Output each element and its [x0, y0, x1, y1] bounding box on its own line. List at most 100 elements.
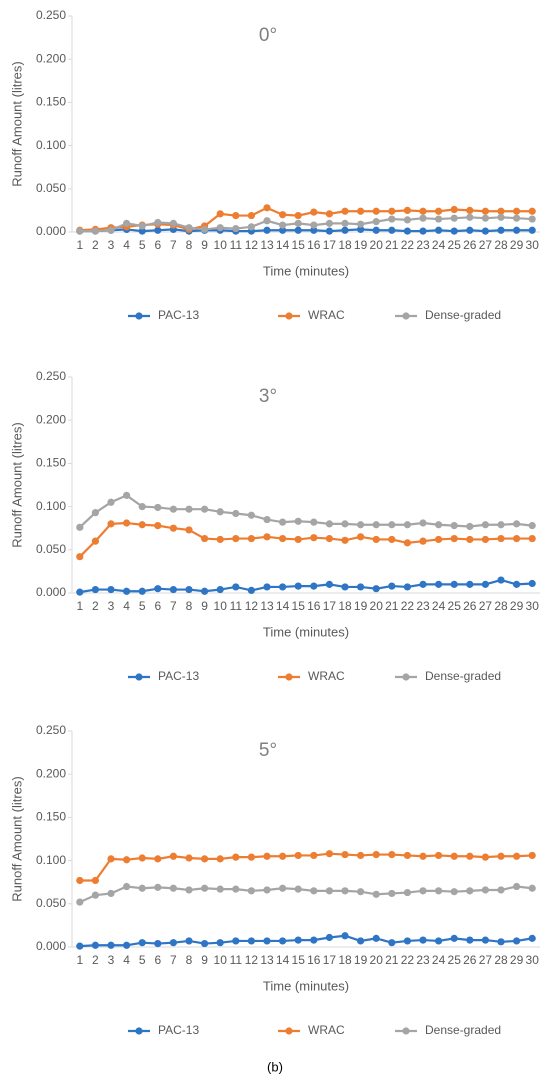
- data-point: [294, 211, 302, 220]
- x-axis-title: Time (minutes): [263, 263, 349, 278]
- data-point: [138, 939, 146, 947]
- x-tick-label: 22: [401, 599, 415, 613]
- x-tick-label: 13: [260, 953, 274, 967]
- legend-marker: [402, 1027, 410, 1035]
- data-point: [513, 580, 521, 588]
- x-tick-label: 26: [463, 238, 477, 252]
- data-point: [357, 851, 365, 860]
- data-point: [403, 216, 411, 224]
- data-point: [341, 207, 349, 215]
- data-point: [279, 583, 287, 591]
- data-point: [357, 583, 365, 591]
- x-tick-label: 30: [526, 953, 540, 967]
- data-point: [466, 936, 474, 944]
- data-point: [91, 941, 99, 949]
- data-point: [481, 207, 489, 215]
- data-point: [91, 891, 99, 899]
- data-point: [216, 508, 224, 516]
- y-tick-label: 0.000: [36, 224, 66, 238]
- data-point: [466, 852, 474, 860]
- data-point: [247, 534, 255, 543]
- data-point: [279, 211, 287, 219]
- data-point: [216, 855, 224, 863]
- legend-marker: [402, 673, 410, 681]
- series-line: [79, 228, 533, 233]
- data-point: [138, 222, 146, 230]
- data-point: [341, 536, 349, 544]
- data-point: [107, 520, 115, 528]
- x-tick-label: 10: [214, 238, 228, 252]
- data-point: [169, 884, 177, 892]
- data-point: [403, 227, 411, 235]
- data-point: [169, 939, 177, 947]
- x-tick-label: 15: [292, 599, 306, 613]
- data-point: [185, 886, 193, 894]
- x-tick-label: 24: [432, 599, 446, 613]
- x-tick-label: 15: [292, 238, 306, 252]
- data-point: [497, 886, 505, 894]
- data-point: [279, 226, 287, 234]
- data-point: [528, 934, 536, 942]
- data-point: [263, 533, 271, 541]
- x-tick-label: 11: [230, 238, 243, 252]
- legend-label: PAC-13: [158, 308, 199, 322]
- data-point: [419, 887, 427, 895]
- data-point: [123, 519, 131, 527]
- data-point: [372, 850, 380, 859]
- data-point: [294, 226, 302, 234]
- x-tick-label: 29: [510, 953, 524, 967]
- x-tick-label: 11: [230, 599, 243, 613]
- data-point: [435, 937, 443, 945]
- data-point: [76, 588, 84, 596]
- x-tick-label: 6: [154, 953, 161, 967]
- data-point: [123, 856, 131, 864]
- x-tick-label: 19: [354, 238, 368, 252]
- data-point: [513, 520, 521, 528]
- data-point: [403, 851, 411, 860]
- y-tick-label: 0.250: [36, 369, 66, 383]
- x-tick-label: 8: [186, 953, 193, 967]
- data-point: [232, 583, 240, 591]
- data-point: [310, 226, 318, 234]
- data-point: [294, 936, 302, 944]
- chart-title: 0°: [259, 25, 277, 46]
- data-point: [388, 939, 396, 947]
- data-point: [357, 521, 365, 529]
- data-point: [357, 937, 365, 945]
- data-point: [497, 207, 505, 215]
- data-point: [154, 218, 162, 227]
- data-point: [528, 579, 536, 588]
- y-axis-title: Runoff Amount (litres): [9, 422, 24, 547]
- x-tick-label: 23: [416, 238, 430, 252]
- data-point: [247, 887, 255, 895]
- data-point: [497, 521, 505, 529]
- data-point: [528, 522, 536, 530]
- data-point: [263, 204, 271, 212]
- data-point: [107, 855, 115, 863]
- data-point: [450, 205, 458, 214]
- x-tick-label: 8: [186, 599, 193, 613]
- data-point: [169, 852, 177, 860]
- data-point: [528, 534, 536, 543]
- y-tick-label: 0.100: [36, 138, 66, 152]
- data-point: [138, 503, 146, 511]
- data-point: [247, 511, 255, 519]
- data-point: [419, 936, 427, 944]
- data-point: [466, 206, 474, 214]
- data-point: [341, 219, 349, 227]
- data-point: [481, 853, 489, 861]
- y-tick-label: 0.050: [36, 181, 66, 195]
- data-point: [341, 887, 349, 895]
- data-point: [310, 534, 318, 542]
- x-tick-label: 13: [260, 238, 274, 252]
- x-tick-label: 3: [108, 599, 115, 613]
- x-tick-label: 4: [123, 238, 130, 252]
- data-point: [357, 533, 365, 541]
- data-point: [294, 582, 302, 590]
- data-point: [169, 219, 177, 227]
- data-point: [497, 576, 505, 584]
- data-point: [466, 535, 474, 544]
- x-tick-label: 10: [214, 953, 228, 967]
- data-point: [310, 887, 318, 895]
